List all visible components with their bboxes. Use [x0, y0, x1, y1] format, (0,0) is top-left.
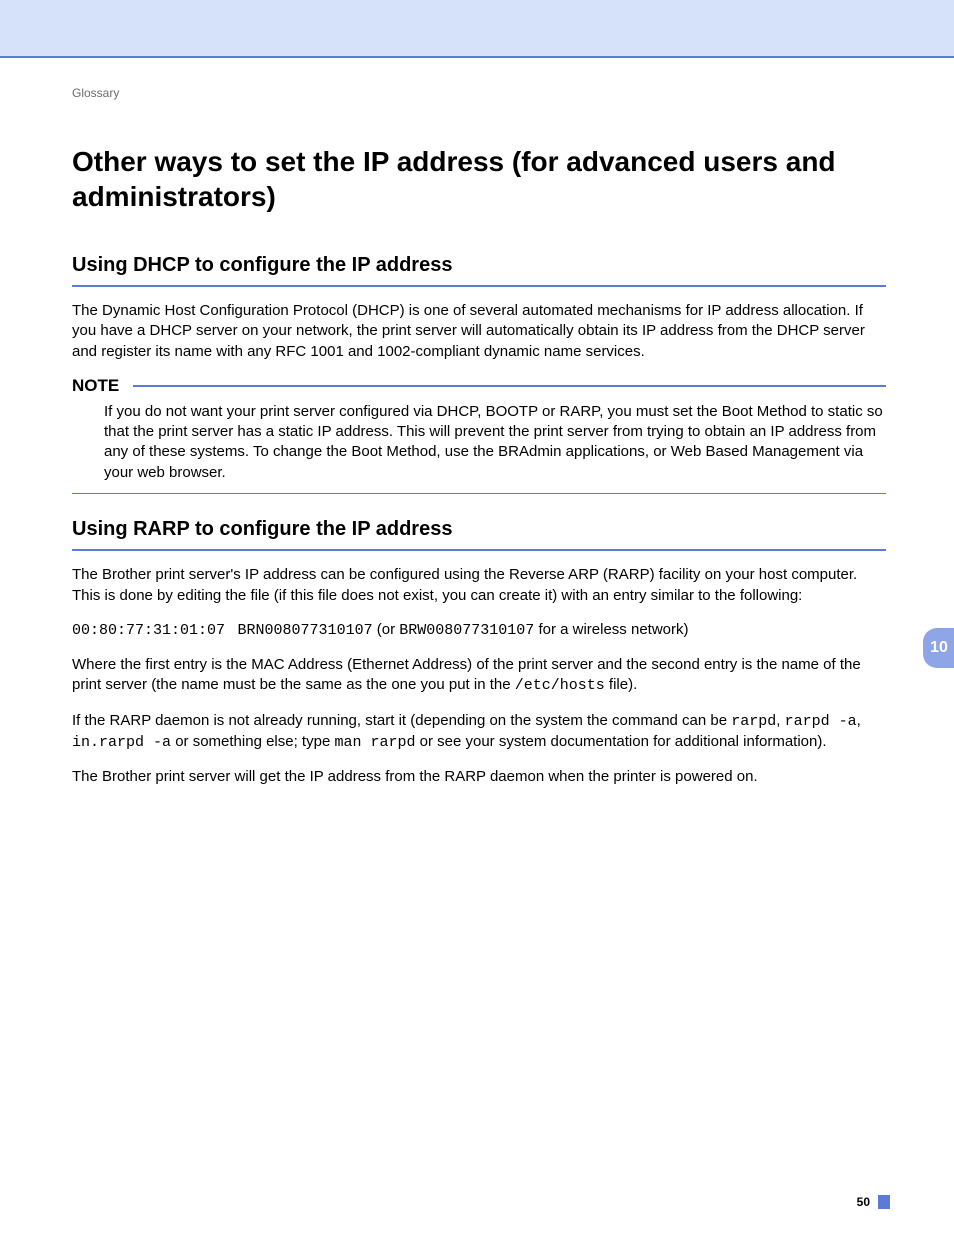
rarp-paragraph-3: Where the first entry is the MAC Address…	[72, 655, 886, 697]
code-in-rarpd-a: in.rarpd -a	[72, 734, 171, 751]
header-band	[0, 0, 954, 56]
page-title: Other ways to set the IP address (for ad…	[72, 144, 886, 214]
code-alt: BRW008077310107	[399, 622, 534, 639]
rarp-p3-a: Where the first entry is the MAC Address…	[72, 656, 861, 693]
page-number: 50	[857, 1195, 870, 1209]
code-paren-pre: (or	[373, 621, 400, 638]
code-rarpd-a: rarpd -a	[785, 713, 857, 730]
note-body: If you do not want your print server con…	[72, 402, 886, 493]
note-label: NOTE	[72, 376, 119, 396]
rarp-paragraph-4: If the RARP daemon is not already runnin…	[72, 711, 886, 754]
rarp-p4-b: or see your system documentation for add…	[415, 733, 826, 750]
section-heading-dhcp: Using DHCP to configure the IP address	[72, 254, 886, 277]
footer-bar-icon	[878, 1195, 890, 1209]
note-rule-top	[133, 385, 886, 387]
code-rarpd: rarpd	[731, 713, 776, 730]
rarp-code-line: 00:80:77:31:01:07 BRN008077310107 (or BR…	[72, 620, 886, 641]
rarp-p4-mid: or something else; type	[171, 733, 334, 750]
page-content: Glossary Other ways to set the IP addres…	[0, 58, 954, 1235]
section-rule	[72, 285, 886, 287]
section-heading-rarp: Using RARP to configure the IP address	[72, 518, 886, 541]
footer: 50	[857, 1195, 890, 1209]
breadcrumb: Glossary	[72, 86, 886, 100]
code-name: BRN008077310107	[238, 622, 373, 639]
chapter-tab: 10	[923, 628, 954, 668]
code-etc-hosts: /etc/hosts	[515, 677, 605, 694]
rarp-paragraph-5: The Brother print server will get the IP…	[72, 767, 886, 787]
note-rule-bottom	[72, 493, 886, 495]
code-man-rarpd: man rarpd	[334, 734, 415, 751]
dhcp-paragraph: The Dynamic Host Configuration Protocol …	[72, 301, 886, 362]
rarp-paragraph-1: The Brother print server's IP address ca…	[72, 565, 886, 606]
section-rule	[72, 549, 886, 551]
sep2: ,	[857, 712, 861, 729]
code-paren-post: for a wireless network)	[534, 621, 688, 638]
note-block: NOTE If you do not want your print serve…	[72, 376, 886, 495]
rarp-p4-a: If the RARP daemon is not already runnin…	[72, 712, 731, 729]
code-mac: 00:80:77:31:01:07	[72, 622, 225, 639]
sep1: ,	[776, 712, 784, 729]
rarp-p3-b: file).	[605, 676, 638, 693]
